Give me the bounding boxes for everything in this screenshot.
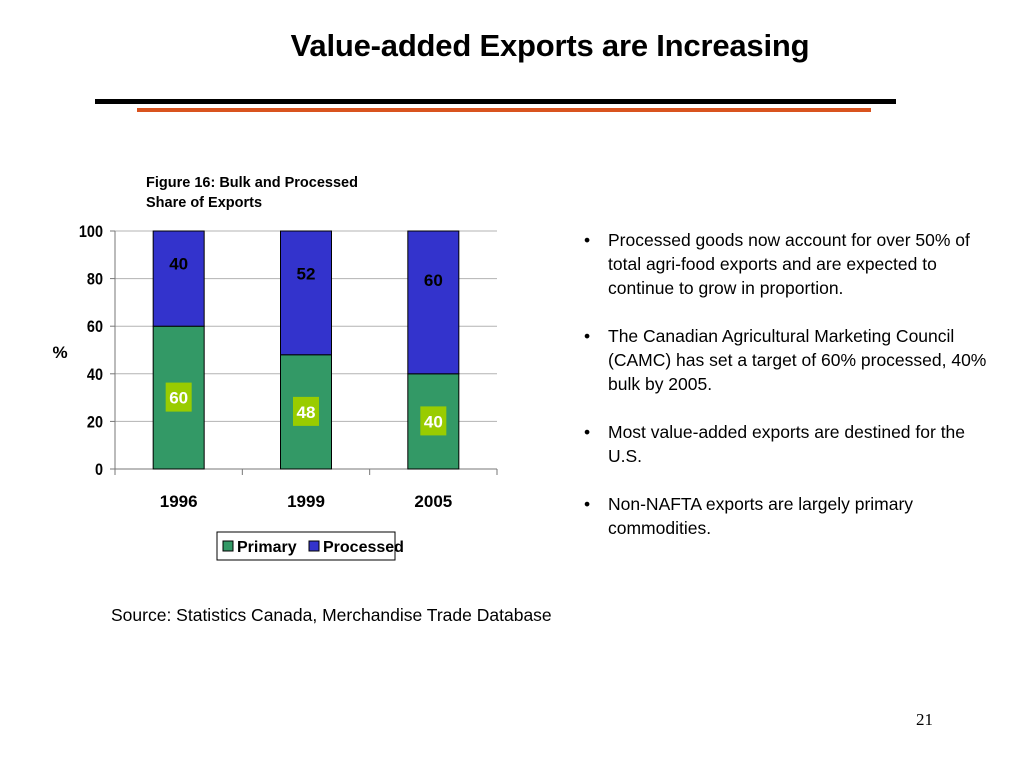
bullet-item: The Canadian Agricultural Marketing Coun…	[584, 324, 994, 396]
x-tick-label: 1996	[160, 492, 198, 511]
legend-box	[216, 531, 396, 561]
data-label-box	[165, 382, 192, 412]
data-label-box	[293, 396, 319, 426]
data-label: 48	[297, 403, 316, 422]
y-tick-label: 80	[87, 271, 103, 289]
y-axis-label: %	[52, 343, 67, 362]
y-tick-label: 40	[87, 366, 103, 384]
title-rule-orange	[137, 108, 871, 112]
x-tick-label: 2005	[414, 492, 452, 511]
data-label: 52	[297, 264, 316, 283]
data-label: 60	[424, 271, 443, 290]
y-tick-label: 60	[87, 318, 103, 336]
legend-swatch-processed	[308, 540, 320, 552]
figure-caption-line-1: Figure 16: Bulk and Processed	[146, 175, 358, 191]
bar-segment-processed	[280, 230, 332, 356]
bullet-item: Most value-added exports are destined fo…	[584, 420, 994, 468]
y-tick-label: 0	[95, 461, 103, 479]
source-note: Source: Statistics Canada, Merchandise T…	[111, 605, 552, 625]
legend-swatch-primary	[222, 540, 234, 552]
data-label: 60	[169, 389, 188, 408]
bullet-item: Non-NAFTA exports are largely primary co…	[584, 492, 994, 540]
x-tick-label: 1999	[287, 492, 325, 511]
data-label: 40	[169, 254, 188, 273]
bullet-item: Processed goods now account for over 50%…	[584, 228, 994, 300]
bullet-list: Processed goods now account for over 50%…	[584, 228, 994, 564]
legend-label: Primary	[237, 539, 297, 556]
legend-label: Processed	[323, 539, 404, 556]
title-rule-black	[95, 99, 896, 104]
slide-title: Value-added Exports are Increasing	[290, 28, 810, 63]
figure-caption: Figure 16: Bulk and Processed Share of E…	[146, 173, 416, 213]
bar-segment-processed	[407, 230, 460, 375]
y-tick-label: 20	[87, 413, 103, 431]
data-label: 40	[424, 412, 443, 431]
y-tick-label: 100	[79, 223, 103, 241]
bar-segment-processed	[152, 230, 205, 327]
data-label-box	[420, 406, 447, 436]
page-number: 21	[916, 710, 933, 729]
figure-caption-line-2: Share of Exports	[146, 195, 263, 211]
